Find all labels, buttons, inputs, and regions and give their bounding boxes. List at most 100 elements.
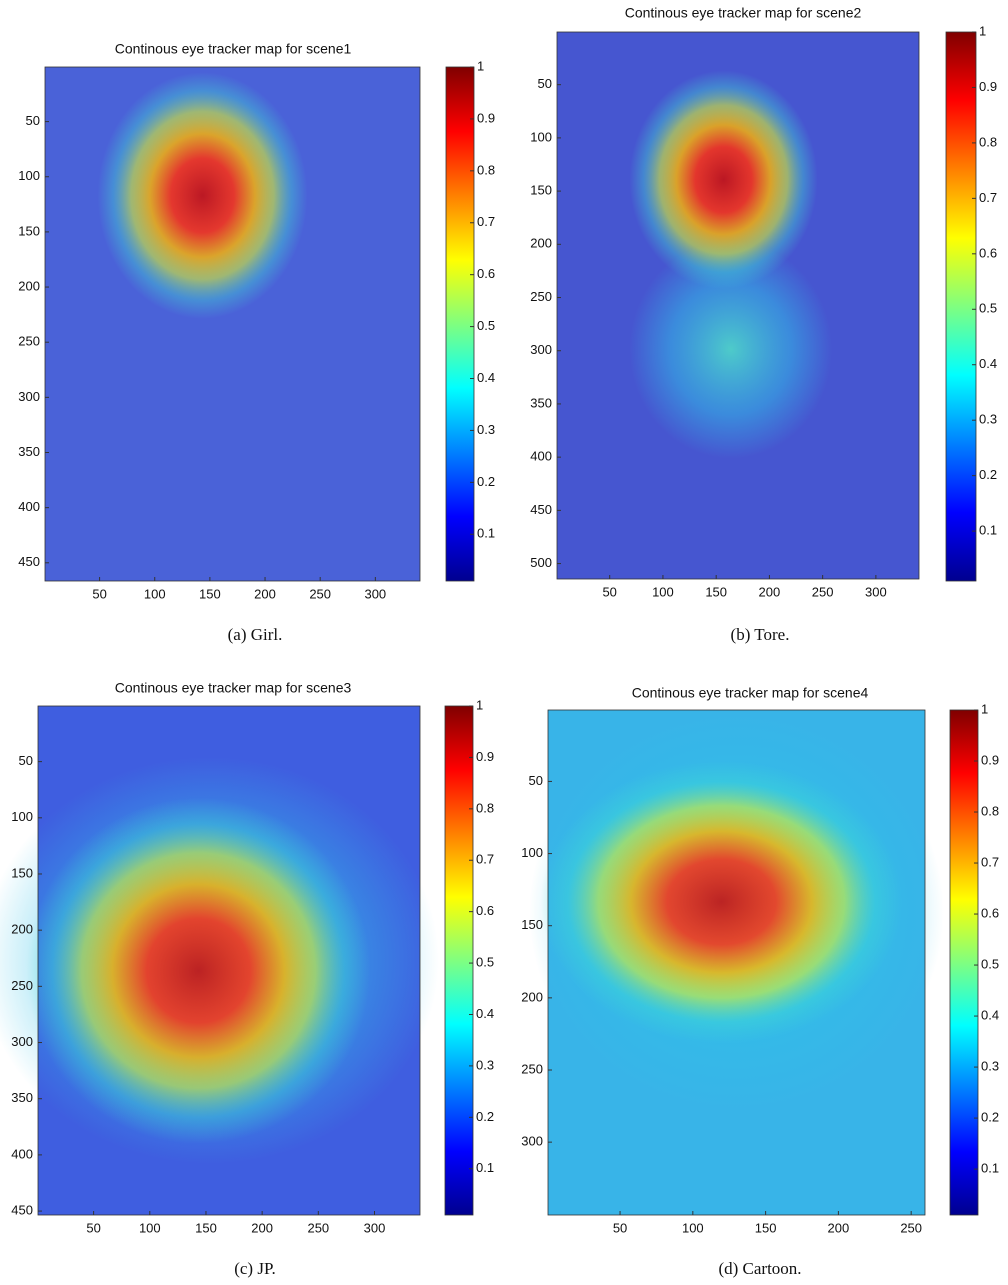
colorbar-tick-label: 0.3 <box>981 1059 999 1074</box>
y-tick-label: 300 <box>11 1034 33 1049</box>
y-tick-label: 150 <box>530 183 552 198</box>
y-tick-label: 400 <box>530 449 552 464</box>
x-tick-label: 50 <box>86 1220 100 1235</box>
heatmap-hotspot <box>26 797 371 1144</box>
plot-frame <box>556 31 920 580</box>
colorbar <box>444 705 474 1216</box>
x-tick-label: 200 <box>759 584 781 599</box>
y-tick-label: 400 <box>18 499 40 514</box>
y-tick-label: 500 <box>530 555 552 570</box>
y-tick-label: 100 <box>521 845 543 860</box>
x-tick-label: 50 <box>92 586 106 601</box>
x-tick-label: 150 <box>199 586 221 601</box>
colorbar-tick-label: 0.6 <box>979 245 997 260</box>
y-tick-label: 450 <box>530 502 552 517</box>
y-tick-label: 100 <box>530 129 552 144</box>
x-tick-label: 100 <box>682 1220 704 1235</box>
x-tick-label: 250 <box>307 1220 329 1235</box>
y-tick-label: 50 <box>26 113 40 128</box>
colorbar-tick-label: 0.2 <box>981 1110 999 1125</box>
x-tick-label: 100 <box>139 1220 161 1235</box>
x-tick-label: 200 <box>828 1220 850 1235</box>
colorbar-tick-label: 0.4 <box>477 370 495 385</box>
x-tick-label: 250 <box>309 586 331 601</box>
colorbar-tick-label: 0.4 <box>981 1007 999 1022</box>
y-tick-label: 350 <box>11 1090 33 1105</box>
colorbar-tick-label: 0.3 <box>476 1057 494 1072</box>
x-tick-label: 50 <box>602 584 616 599</box>
colorbar-tick-label: 0.1 <box>981 1161 999 1176</box>
x-tick-label: 300 <box>364 1220 386 1235</box>
x-tick-label: 200 <box>251 1220 273 1235</box>
colorbar-tick-label: 0.6 <box>477 266 495 281</box>
y-tick-label: 450 <box>18 554 40 569</box>
plot-frame <box>37 705 421 1216</box>
colorbar-tick-label: 0.7 <box>981 854 999 869</box>
y-tick-label: 200 <box>11 922 33 937</box>
colorbar-tick-label: 0.2 <box>477 474 495 489</box>
colorbar-tick-label: 0.1 <box>979 523 997 538</box>
colorbar-tick-label: 0.9 <box>476 749 494 764</box>
colorbar-tick-label: 0.1 <box>476 1160 494 1175</box>
colorbar-tick-label: 0.5 <box>477 318 495 333</box>
colorbar-tick-label: 0.6 <box>981 905 999 920</box>
colorbar-tick-label: 0.5 <box>476 955 494 970</box>
x-tick-label: 100 <box>652 584 674 599</box>
x-tick-label: 250 <box>812 584 834 599</box>
colorbar-tick-label: 0.9 <box>477 110 495 125</box>
y-tick-label: 250 <box>11 978 33 993</box>
heatmap-hotspot <box>629 70 818 290</box>
colorbar-tick-label: 0.3 <box>477 422 495 437</box>
colorbar-tick-label: 0.8 <box>979 134 997 149</box>
x-tick-label: 300 <box>865 584 887 599</box>
caption: (b) Tore. <box>731 625 790 644</box>
y-tick-label: 150 <box>11 865 33 880</box>
colorbar-tick-label: 0.9 <box>981 752 999 767</box>
x-tick-label: 150 <box>705 584 727 599</box>
y-tick-label: 300 <box>530 342 552 357</box>
colorbar <box>949 709 979 1216</box>
y-tick-label: 200 <box>521 989 543 1004</box>
colorbar-tick-label: 0.4 <box>979 356 997 371</box>
y-tick-label: 100 <box>11 809 33 824</box>
x-tick-label: 100 <box>144 586 166 601</box>
colorbar <box>945 31 977 582</box>
colorbar-tick-label: 0.7 <box>477 214 495 229</box>
colorbar-tick-label: 0.1 <box>477 526 495 541</box>
y-tick-label: 400 <box>11 1146 33 1161</box>
caption: (a) Girl. <box>228 625 283 644</box>
x-tick-label: 150 <box>755 1220 777 1235</box>
y-tick-label: 200 <box>530 236 552 251</box>
colorbar-tick-label: 0.8 <box>476 800 494 815</box>
colorbar-tick-label: 0.2 <box>476 1109 494 1124</box>
chart-title: Continous eye tracker map for scene1 <box>115 41 352 57</box>
y-tick-label: 150 <box>18 223 40 238</box>
heatmap-hotspot <box>97 72 308 319</box>
caption: (d) Cartoon. <box>718 1259 801 1278</box>
colorbar <box>445 66 475 582</box>
y-tick-label: 450 <box>11 1203 33 1218</box>
colorbar-tick-label: 0.4 <box>476 1006 494 1021</box>
colorbar-tick-label: 0.7 <box>979 190 997 205</box>
colorbar-tick-label: 0.8 <box>981 803 999 818</box>
plot-frame <box>44 66 421 582</box>
x-tick-label: 250 <box>900 1220 922 1235</box>
y-tick-label: 350 <box>18 444 40 459</box>
colorbar-tick-label: 0.3 <box>979 412 997 427</box>
y-tick-label: 100 <box>18 168 40 183</box>
colorbar-tick-label: 0.2 <box>979 467 997 482</box>
chart-title: Continous eye tracker map for scene2 <box>625 5 862 21</box>
colorbar-tick-label: 1 <box>476 697 483 712</box>
y-tick-label: 150 <box>521 917 543 932</box>
colorbar-tick-label: 0.9 <box>979 79 997 94</box>
caption: (c) JP. <box>234 1259 276 1278</box>
y-tick-label: 200 <box>18 278 40 293</box>
chart-title: Continous eye tracker map for scene3 <box>115 680 352 696</box>
plot-frame <box>547 709 926 1216</box>
colorbar-tick-label: 0.5 <box>981 956 999 971</box>
colorbar-tick-label: 0.7 <box>476 852 494 867</box>
chart-title: Continous eye tracker map for scene4 <box>632 685 869 701</box>
colorbar-tick-label: 1 <box>979 23 986 38</box>
y-tick-label: 50 <box>529 773 543 788</box>
